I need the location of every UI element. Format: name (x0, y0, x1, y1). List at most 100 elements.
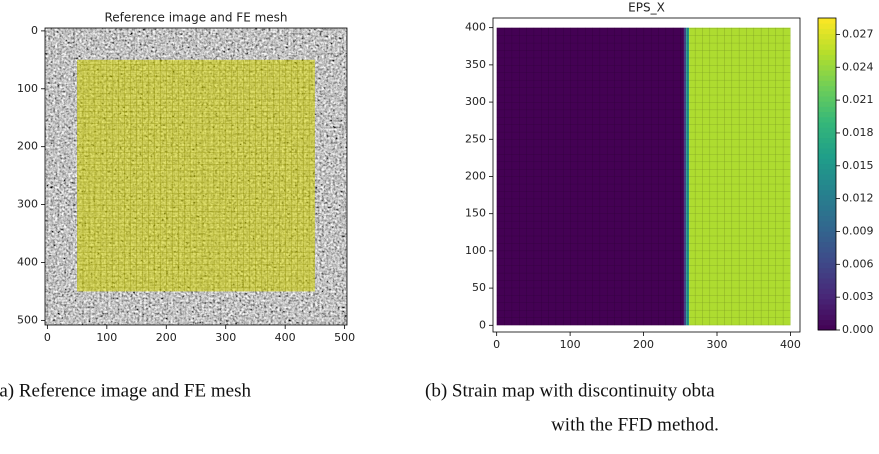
colorbar-band (818, 215, 836, 222)
colorbar-band (818, 33, 836, 40)
colorbar-band (818, 111, 836, 118)
axes-frame (44, 27, 348, 326)
colorbar-tick-label: 0.027 (842, 27, 874, 40)
colorbar-band (818, 210, 836, 217)
colorbar-band (818, 142, 836, 149)
colorbar-band (818, 278, 836, 284)
x-tick-label: 0 (493, 338, 500, 351)
colorbar-band (818, 80, 836, 87)
colorbar-band (818, 64, 836, 71)
x-tick-label: 100 (96, 331, 117, 344)
colorbar-band (818, 38, 836, 45)
y-tick-label: 0 (31, 24, 38, 37)
colorbar-band (818, 148, 836, 154)
fe-mesh-lines (77, 59, 315, 292)
chart-title: EPS_X (628, 1, 665, 15)
colorbar-frame (817, 17, 837, 331)
colorbar-tick-label: 0.018 (842, 126, 874, 139)
y-tick-label: 300 (465, 95, 486, 108)
colorbar-band (818, 127, 836, 133)
x-tick-label: 200 (156, 331, 177, 344)
colorbar-band (818, 179, 836, 185)
colorbar-band (818, 184, 836, 191)
x-tick-label: 300 (707, 338, 728, 351)
colorbar-band (818, 298, 836, 305)
caption: with the FFD method. (551, 414, 719, 435)
chart-title: Reference image and FE mesh (104, 11, 287, 25)
colorbar-band (818, 309, 836, 315)
x-tick-label: 100 (560, 338, 581, 351)
colorbar-band (818, 283, 836, 289)
colorbar-band (818, 49, 836, 55)
colorbar-band (818, 54, 836, 61)
x-tick-label: 500 (334, 331, 355, 344)
y-tick-label: 150 (465, 207, 486, 220)
colorbar-band (818, 293, 836, 300)
colorbar-band (818, 163, 836, 170)
x-tick-label: 400 (275, 331, 296, 344)
y-tick-label: 400 (17, 255, 38, 268)
colorbar-band (818, 101, 836, 107)
colorbar-tick-label: 0.006 (842, 257, 874, 270)
colorbar-band (818, 132, 836, 139)
colorbar-band (818, 304, 836, 310)
colorbar-band (818, 137, 836, 144)
colorbar-band (818, 246, 836, 253)
colorbar-band (818, 153, 836, 159)
y-tick-label: 200 (17, 140, 38, 153)
colorbar-band (818, 168, 836, 175)
y-tick-label: 50 (472, 281, 486, 294)
mesh-lines (496, 27, 791, 326)
y-tick-label: 400 (465, 21, 486, 34)
colorbar-band (818, 236, 836, 243)
colorbar-band (818, 75, 836, 81)
image-layer (45, 28, 347, 325)
colorbar-tick-label: 0.024 (842, 60, 874, 73)
y-tick-label: 300 (17, 198, 38, 211)
colorbar-tick-label: 0.012 (842, 192, 874, 205)
caption: (a) Reference image and FE mesh (0, 380, 251, 401)
y-tick-label: 500 (17, 313, 38, 326)
y-tick-label: 0 (479, 318, 486, 331)
y-tick-label: 100 (465, 244, 486, 257)
colorbar-band (818, 116, 836, 123)
colorbar-band (818, 158, 836, 165)
colorbar-band (818, 231, 836, 237)
heatmap-layer (496, 27, 791, 326)
colorbar-tick-label: 0.021 (842, 93, 874, 106)
colorbar-band (818, 257, 836, 263)
colorbar-band (818, 194, 836, 201)
colorbar-band (818, 96, 836, 102)
colorbar-band (818, 262, 836, 269)
colorbar-band (818, 324, 836, 331)
x-tick-label: 300 (215, 331, 236, 344)
axes-frame (492, 17, 801, 333)
colorbar-band (818, 106, 836, 113)
colorbar-band (818, 205, 836, 211)
y-tick-label: 100 (17, 82, 38, 95)
colorbar-band (818, 23, 836, 29)
x-tick-label: 400 (780, 338, 801, 351)
colorbar-band (818, 90, 836, 97)
colorbar-band (818, 319, 836, 326)
caption: (b) Strain map with discontinuity obta (425, 380, 715, 401)
colorbar-band (818, 252, 836, 258)
colorbar-tick-label: 0.003 (842, 290, 874, 303)
y-tick-label: 350 (465, 58, 486, 71)
colorbar-band (818, 122, 836, 128)
colorbar-band (818, 200, 836, 206)
colorbar-band (818, 241, 836, 248)
colorbar-band (818, 59, 836, 66)
colorbar-band (818, 44, 836, 50)
colorbar-band (818, 28, 836, 35)
colorbar-band (818, 70, 836, 76)
colorbar-band (818, 288, 836, 295)
colorbar-band (818, 226, 836, 232)
y-tick-label: 250 (465, 132, 486, 145)
colorbar-band (818, 189, 836, 196)
x-tick-label: 200 (633, 338, 654, 351)
colorbar-band (818, 220, 836, 227)
y-tick-label: 200 (465, 169, 486, 182)
